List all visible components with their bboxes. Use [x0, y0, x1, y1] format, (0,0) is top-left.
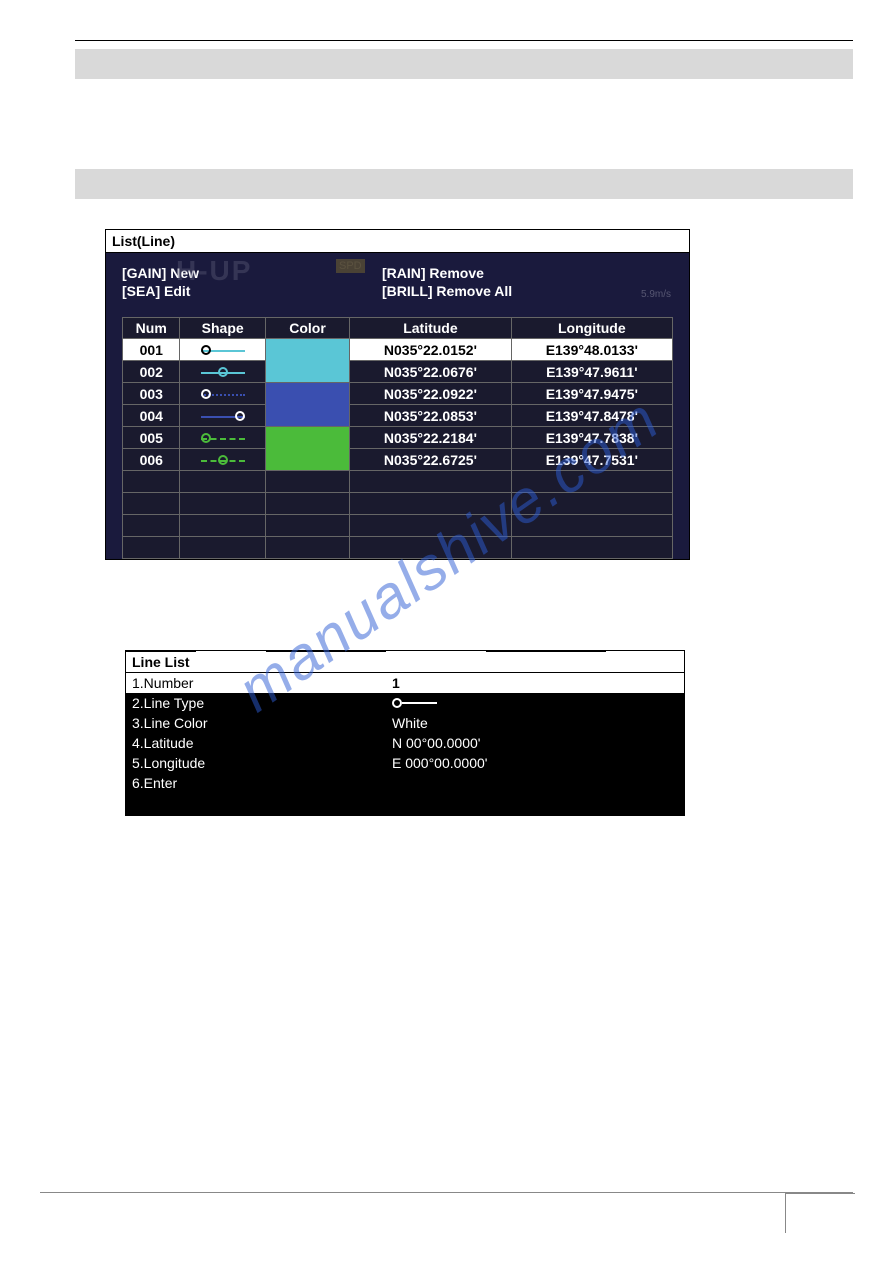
table-row-empty — [123, 471, 673, 493]
line-list-value: E 000°00.0000' — [392, 755, 487, 771]
cell-color — [265, 449, 349, 471]
table-row[interactable]: 001 N035°22.0152'E139°48.0133' — [123, 339, 673, 361]
table-row[interactable]: 005 N035°22.2184'E139°47.7838' — [123, 427, 673, 449]
cell-color — [265, 405, 349, 427]
cell-longitude: E139°47.8478' — [511, 405, 672, 427]
line-list-item[interactable]: 2.Line Type — [126, 693, 684, 713]
col-shape: Shape — [180, 318, 265, 339]
bg-spd-text: SPD — [336, 259, 365, 273]
cell-longitude: E139°47.9611' — [511, 361, 672, 383]
cell-longitude: E139°48.0133' — [511, 339, 672, 361]
linetype-sample-icon — [392, 698, 437, 708]
table-row[interactable]: 002 N035°22.0676'E139°47.9611' — [123, 361, 673, 383]
line-list-item[interactable]: 6.Enter — [126, 773, 684, 793]
cell-longitude: E139°47.7838' — [511, 427, 672, 449]
cell-shape — [180, 427, 265, 449]
hud-rain[interactable]: [RAIN] Remove — [382, 265, 484, 281]
cell-color — [265, 361, 349, 383]
cell-latitude: N035°22.0676' — [350, 361, 511, 383]
line-list-window: Line List 1.Number12.Line Type3.Line Col… — [125, 650, 685, 816]
cell-shape — [180, 449, 265, 471]
hud-brill[interactable]: [BRILL] Remove All — [382, 283, 512, 299]
color-swatch — [266, 449, 349, 471]
col-lat: Latitude — [350, 318, 511, 339]
line-list-label: 4.Latitude — [132, 735, 392, 751]
section-bar-1 — [75, 49, 853, 79]
cell-latitude: N035°22.0922' — [350, 383, 511, 405]
color-swatch — [266, 339, 349, 361]
table-row-empty — [123, 537, 673, 559]
line-list-label: 3.Line Color — [132, 715, 392, 731]
cell-num: 003 — [123, 383, 180, 405]
col-color: Color — [265, 318, 349, 339]
cell-latitude: N035°22.0152' — [350, 339, 511, 361]
cell-shape — [180, 361, 265, 383]
table-row-empty — [123, 493, 673, 515]
color-swatch — [266, 427, 349, 449]
cell-num: 004 — [123, 405, 180, 427]
cell-color — [265, 339, 349, 361]
cell-shape — [180, 383, 265, 405]
cell-latitude: N035°22.2184' — [350, 427, 511, 449]
line-list-item[interactable]: 3.Line ColorWhite — [126, 713, 684, 733]
line-list-label: 6.Enter — [132, 775, 392, 791]
line-list-value: 1 — [392, 675, 400, 691]
table-row[interactable]: 003 N035°22.0922'E139°47.9475' — [123, 383, 673, 405]
cell-num: 001 — [123, 339, 180, 361]
col-lon: Longitude — [511, 318, 672, 339]
line-list-value — [392, 695, 437, 711]
cell-latitude: N035°22.6725' — [350, 449, 511, 471]
cell-shape — [180, 405, 265, 427]
line-table: Num Shape Color Latitude Longitude 001 N0… — [122, 317, 673, 559]
list-line-window: List(Line) H-UP SPD 5.9m/s [GAIN] New [R… — [105, 229, 690, 560]
table-row[interactable]: 004 N035°22.0853'E139°47.8478' — [123, 405, 673, 427]
color-swatch — [266, 383, 349, 405]
line-list-value: White — [392, 715, 428, 731]
col-num: Num — [123, 318, 180, 339]
cell-num: 002 — [123, 361, 180, 383]
line-list-label: 5.Longitude — [132, 755, 392, 771]
table-row[interactable]: 006 N035°22.6725'E139°47.7531' — [123, 449, 673, 471]
cell-num: 005 — [123, 427, 180, 449]
line-list-item[interactable]: 5.LongitudeE 000°00.0000' — [126, 753, 684, 773]
cell-longitude: E139°47.7531' — [511, 449, 672, 471]
line-list-value: N 00°00.0000' — [392, 735, 480, 751]
line-list-label: 2.Line Type — [132, 695, 392, 711]
line-list-item[interactable]: 1.Number1 — [126, 673, 684, 693]
color-swatch — [266, 405, 349, 427]
cell-color — [265, 383, 349, 405]
bg-right-text: 5.9m/s — [641, 289, 671, 300]
table-row-empty — [123, 515, 673, 537]
bg-hup-text: H-UP — [176, 255, 252, 287]
cell-longitude: E139°47.9475' — [511, 383, 672, 405]
table-header-row: Num Shape Color Latitude Longitude — [123, 318, 673, 339]
color-swatch — [266, 361, 349, 383]
line-list-title: Line List — [126, 652, 684, 673]
cell-num: 006 — [123, 449, 180, 471]
cell-latitude: N035°22.0853' — [350, 405, 511, 427]
section-bar-2 — [75, 169, 853, 199]
list-line-title: List(Line) — [106, 230, 689, 253]
line-list-item[interactable]: 4.LatitudeN 00°00.0000' — [126, 733, 684, 753]
cell-color — [265, 427, 349, 449]
page-tab — [785, 1193, 855, 1233]
cell-shape — [180, 339, 265, 361]
line-list-label: 1.Number — [132, 675, 392, 691]
